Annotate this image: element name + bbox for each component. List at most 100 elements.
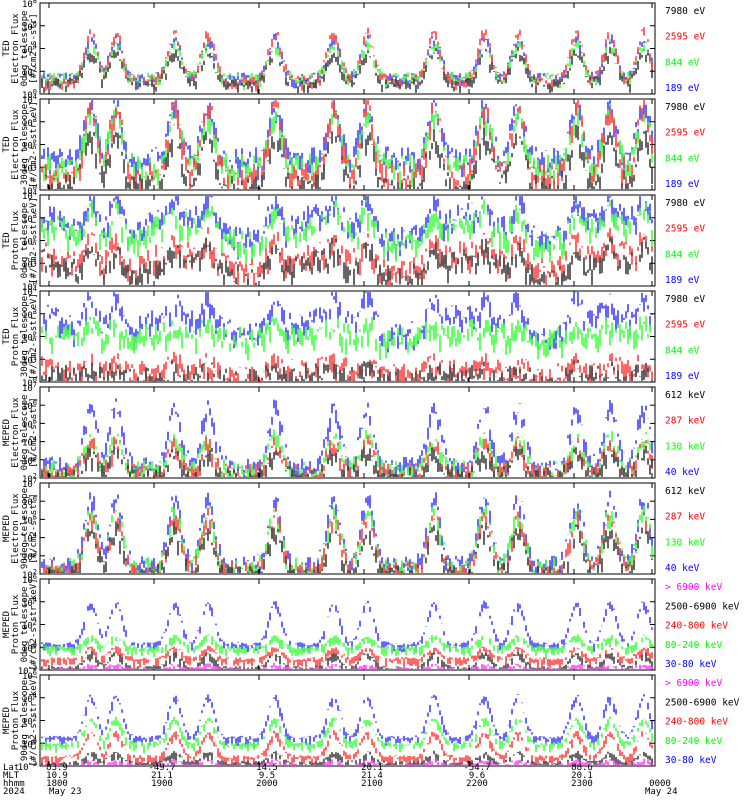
legend-entry: 189 eV — [665, 83, 700, 94]
mlt-value: 9.6 — [469, 771, 485, 781]
y-axis-label: TED Electron Flux 30deg telescope [#/cm2-s-… — [2, 101, 39, 188]
y-tick-label: 102 — [22, 619, 37, 632]
series-7980-ev — [41, 46, 653, 93]
y-axis-label-line: [#/cm2-s-str-keV] — [29, 674, 39, 766]
legend-entry: 844 eV — [665, 153, 700, 164]
mlt-value: 9.5 — [259, 771, 275, 781]
legend-entry: 240-800 keV — [665, 717, 728, 728]
y-tick-label: 106 — [22, 573, 37, 586]
y-tick-label: 102 — [22, 568, 37, 581]
y-tick-label: 101 — [22, 353, 37, 366]
y-axis-label: MEPED Proton Flux 0deg telescope [#/cm2-s-s… — [2, 578, 39, 670]
y-tick-label: 105 — [22, 417, 37, 430]
mlt-value: 21.1 — [151, 771, 173, 781]
y-axis-label-line: [#/cm2-s-str-eV] — [29, 293, 39, 380]
y-axis-label-line: Proton Flux — [11, 306, 21, 366]
lat-value: -54.7 — [463, 763, 490, 773]
legend-entry: 30-80 keV — [665, 659, 717, 670]
legend-entry: 7980 eV — [665, 294, 705, 305]
series-group — [41, 398, 653, 477]
y-axis-label-line: [#/cm2-s-str] — [29, 397, 39, 467]
y-axis-label: MEPED Proton Flux 90deg telescope [#/cm2-s-… — [2, 674, 39, 766]
lat-value: -49.7 — [148, 763, 175, 773]
series-7980-ev — [41, 124, 653, 189]
legend-entry: > 6900 keV — [665, 582, 722, 593]
y-tick-label: 104 — [22, 189, 37, 202]
legend-entry: 844 eV — [665, 57, 700, 68]
y-axis-label: MEPED Electron Flux 90deg telescope [#/cm2-… — [2, 488, 39, 569]
hhmm-value: 2300 — [571, 779, 593, 789]
panel-frame — [39, 674, 656, 767]
y-axis-label-line: [#/cm2-s-str-eV] — [29, 101, 39, 188]
panel-frame — [39, 482, 656, 575]
y-axis-label-line: [#/cm2-s-str-eV] — [29, 197, 39, 284]
y-axis-label-line: Electron Flux — [11, 397, 21, 468]
hhmm-value: 0000 — [649, 779, 671, 789]
hhmm-value: 2200 — [466, 779, 488, 789]
legend-entry: 287 keV — [665, 512, 705, 523]
series-612-kev — [41, 443, 653, 477]
y-tick-label: 100 — [22, 184, 37, 197]
series-2500-6900-kev — [41, 750, 653, 765]
y-tick-label: 104 — [22, 436, 37, 449]
hhmm-value: 1800 — [46, 779, 68, 789]
y-axis-label-line: [#/cm2-s-str-keV] — [29, 578, 39, 670]
y-tick-label: 100 — [22, 641, 37, 654]
y-tick-label: 106 — [22, 495, 37, 508]
y-tick-label: 101 — [22, 257, 37, 270]
y-tick-label: 106 — [22, 669, 37, 682]
lat-value: 20.1 — [361, 763, 383, 773]
legend-entry: 844 eV — [665, 249, 700, 260]
y-axis-label-line: TED — [2, 328, 12, 344]
y-tick-label: 102 — [22, 331, 37, 344]
y-axis-label-line: MEPED — [2, 419, 12, 446]
legend-entry: 7980 eV — [665, 102, 705, 113]
legend-entry: 2595 eV — [665, 32, 705, 43]
series-group — [41, 490, 653, 573]
hhmm-value: 2000 — [256, 779, 278, 789]
legend-entry: 130 keV — [665, 441, 705, 452]
series-group — [41, 27, 653, 93]
y-tick-label: 107 — [22, 477, 37, 490]
y-tick-label: 104 — [22, 532, 37, 545]
y-tick-label: 100 — [22, 737, 37, 750]
y-tick-label: 104 — [22, 692, 37, 705]
series-80-240-kev — [41, 716, 653, 753]
lat-value: 88.6 — [571, 763, 593, 773]
y-axis-label-line: MEPED — [2, 515, 12, 542]
legend-entry: 2595 eV — [665, 320, 705, 331]
series-240-800-kev — [41, 645, 653, 669]
date-end: May 24 — [645, 787, 678, 797]
legend-entry: 2500-6900 keV — [665, 697, 740, 708]
series-612-kev — [45, 521, 653, 573]
legend-entry: 40 keV — [665, 467, 700, 478]
y-axis-label-line: 30deg telescope — [20, 296, 30, 377]
y-tick-label: 101 — [22, 161, 37, 174]
y-tick-label: 102 — [22, 235, 37, 248]
y-axis-label-line: Electron Flux — [11, 13, 21, 84]
y-axis-label-line: TED — [2, 40, 12, 56]
legend-entry: 189 eV — [665, 179, 700, 190]
series-group — [41, 694, 653, 765]
series--6900-kev — [43, 662, 653, 669]
y-tick-label: 107 — [22, 381, 37, 394]
y-axis-label-line: 30deg telescope — [20, 104, 30, 185]
series-844-ev — [41, 316, 651, 361]
legend-entry: 2595 eV — [665, 128, 705, 139]
y-tick-label: 100 — [22, 280, 37, 293]
y-axis-label: TED Proton Flux 30deg telescope [#/cm2-s-st… — [2, 293, 39, 380]
y-axis-label-line: 90deg telescope — [20, 680, 30, 761]
footer-row-label: Lat — [3, 763, 19, 773]
legend-entry: 2500-6900 keV — [665, 601, 740, 612]
legend-entry: 80-240 keV — [665, 736, 722, 747]
legend-entry: 189 eV — [665, 275, 700, 286]
y-tick-label: 100 — [22, 376, 37, 389]
legend-entry: 612 keV — [665, 486, 705, 497]
y-tick-label: 104 — [22, 596, 37, 609]
date-start: May 23 — [49, 787, 82, 797]
